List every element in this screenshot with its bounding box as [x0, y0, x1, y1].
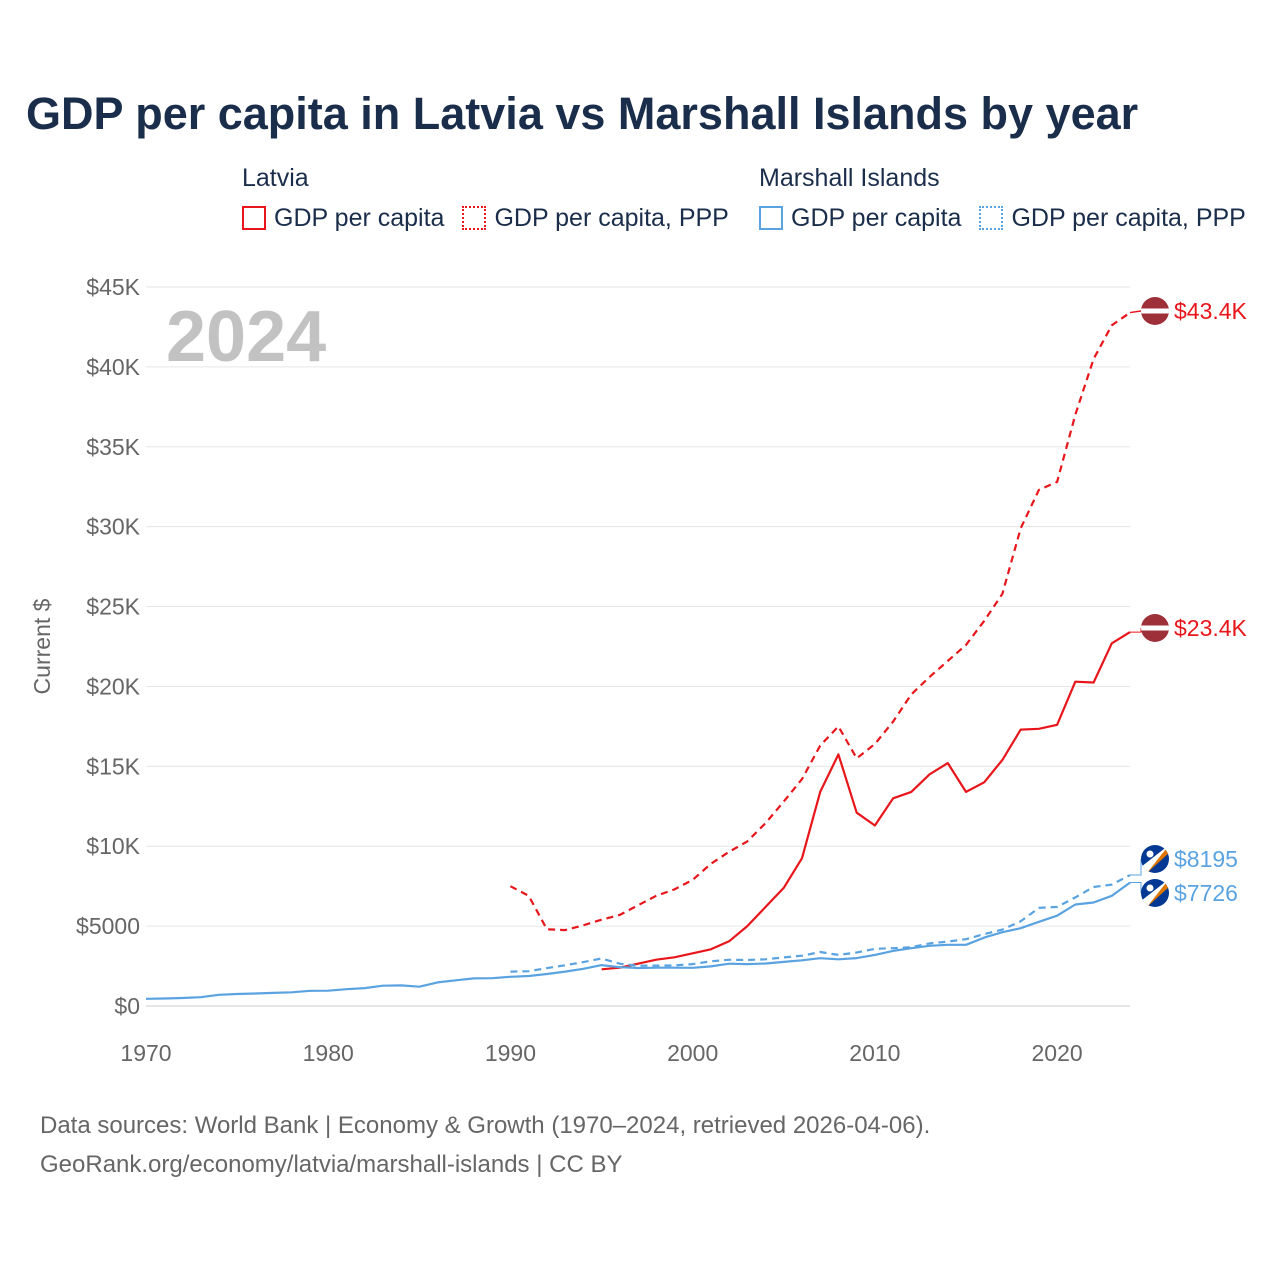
flag-white-ray: [1141, 845, 1169, 873]
flag-white-ray: [1141, 879, 1169, 907]
y-tick-label: $25K: [86, 594, 140, 620]
y-tick-label: $0: [114, 993, 140, 1019]
x-tick-label: 1980: [303, 1040, 354, 1066]
x-tick-label: 1970: [120, 1040, 171, 1066]
y-tick-label: $30K: [86, 514, 140, 540]
legend-swatch-dotted-blue: [979, 206, 1004, 230]
legend-swatch-solid-red: [242, 206, 266, 230]
y-tick-label: $10K: [86, 833, 140, 859]
end-labels-layer: $43.4K $23.4K $8195 $7726: [1129, 297, 1248, 907]
legend-row: GDP per capita GDP per capita, PPP: [759, 196, 1264, 240]
legend-label: GDP per capita, PPP: [1011, 203, 1246, 232]
legend-swatch-solid-blue: [759, 206, 783, 230]
legend-group-title: Latvia: [242, 164, 309, 192]
end-value-label: $8195: [1174, 846, 1238, 872]
x-tick-label: 1990: [485, 1040, 536, 1066]
attribution-text: GeoRank.org/economy/latvia/marshall-isla…: [40, 1151, 623, 1178]
grid-layer: [146, 286, 1130, 1007]
year-watermark: 2024: [166, 297, 326, 377]
y-tick-label: $15K: [86, 753, 140, 779]
y-tick-label: $40K: [86, 354, 140, 380]
end-value-label: $7726: [1174, 880, 1238, 906]
leader-line: [1130, 628, 1142, 633]
x-tick-label: 2000: [667, 1040, 718, 1066]
legend-item-marshall-gdp-ppp[interactable]: GDP per capita, PPP: [979, 203, 1246, 233]
chart-title: GDP per capita in Latvia vs Marshall Isl…: [26, 88, 1139, 139]
axis-layer: $0 $5000 $10K $15K $20K $25K $30K $35K $40K $45K 1…: [29, 274, 1083, 1066]
flag-star: [1146, 884, 1154, 892]
legend-label: GDP per capita, PPP: [494, 203, 729, 232]
flag-stripe: [1141, 625, 1169, 631]
footer: Data sources: World Bank | Economy & Gro…: [40, 1106, 930, 1184]
marshall-islands-flag-icon: [1141, 879, 1169, 907]
x-tick-label: 2020: [1032, 1040, 1083, 1066]
flag-stripe: [1141, 308, 1169, 314]
y-tick-label: $5000: [76, 913, 140, 939]
latvia-flag-icon: [1141, 297, 1169, 325]
legend-item-marshall-gdp[interactable]: GDP per capita: [759, 204, 961, 233]
data-source-text: Data sources: World Bank | Economy & Gro…: [40, 1112, 931, 1139]
line-chart: 2024 $0 $5000 $10K $15K $20K $25K $30K $35K $40K…: [29, 274, 1248, 1066]
legend-swatch-dotted-red: [462, 206, 487, 230]
marshall-islands-flag-icon: [1141, 845, 1169, 873]
series-line: [509, 311, 1131, 932]
x-tick-label: 2010: [849, 1040, 900, 1066]
legend-label: GDP per capita: [274, 203, 445, 232]
series-line: [145, 881, 1131, 1000]
y-tick-label: $45K: [86, 274, 140, 300]
y-axis-title: Current $: [29, 598, 55, 694]
series-line: [510, 874, 1131, 973]
legend-group-marshall-islands: Marshall Islands GDP per capita GDP per …: [759, 160, 1264, 240]
flag-star: [1146, 850, 1154, 858]
end-value-label: $23.4K: [1174, 615, 1248, 641]
legend-label: GDP per capita: [791, 203, 962, 232]
latvia-flag-icon: [1141, 614, 1169, 642]
legend-group-title: Marshall Islands: [759, 164, 940, 192]
y-tick-label: $35K: [86, 434, 140, 460]
series-line: [601, 631, 1131, 971]
end-value-label: $43.4K: [1174, 298, 1248, 324]
leader-line: [1129, 310, 1142, 314]
legend-row: GDP per capita GDP per capita, PPP: [242, 196, 747, 240]
leader-line: [1130, 859, 1142, 876]
series-layer: [145, 311, 1131, 1000]
leader-line: [1130, 882, 1142, 893]
y-tick-label: $20K: [86, 673, 140, 699]
legend-item-latvia-gdp-ppp[interactable]: GDP per capita, PPP: [462, 203, 729, 233]
legend-group-latvia: Latvia GDP per capita GDP per capita, PP…: [242, 160, 747, 240]
legend-item-latvia-gdp[interactable]: GDP per capita: [242, 204, 444, 233]
